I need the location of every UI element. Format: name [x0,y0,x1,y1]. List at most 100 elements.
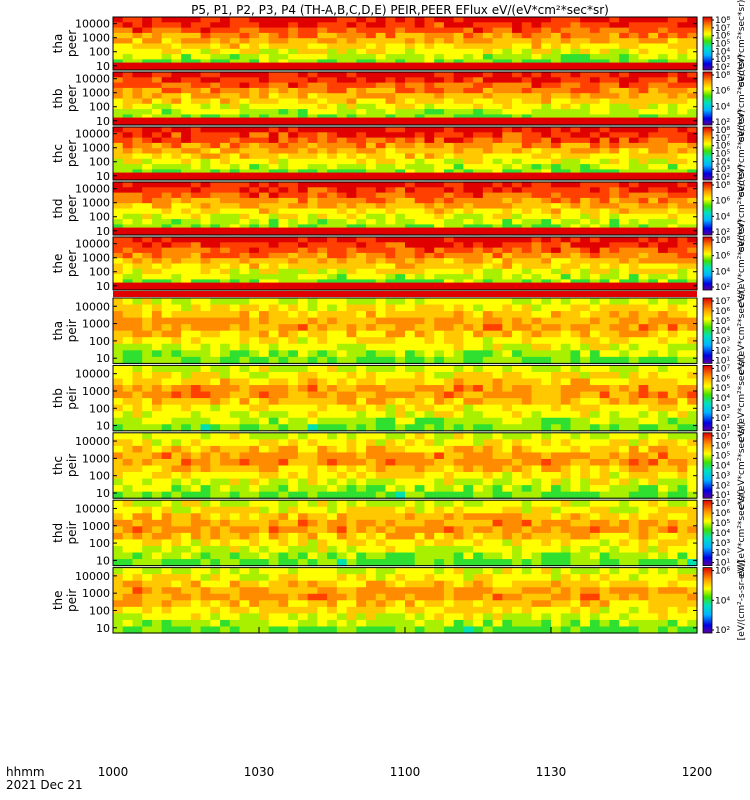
spectrogram-cell [336,132,348,139]
spectrogram-cell [463,32,474,39]
spectrogram-cell [190,148,202,155]
spectrogram-cell [589,263,601,270]
spectrogram-cell [395,203,406,210]
spectrogram-cell [375,378,387,386]
spectrogram-cell [220,274,231,280]
spectrogram-cell [317,252,328,259]
spectrogram-cell [151,72,163,78]
spectrogram-cell [375,398,387,406]
spectrogram-cell [434,32,445,39]
spectrogram-cell [599,337,610,345]
spectrogram-cell [551,237,562,243]
spectrogram-cell [375,93,387,100]
spectrogram-cell [375,17,387,23]
spectrogram-cell [580,247,591,254]
spectrogram-cell [502,148,513,155]
spectrogram-cell [151,247,163,254]
spectrogram-cell [336,337,348,345]
spectrogram-cell [346,356,357,364]
spectrogram-cell [512,132,523,139]
spectrogram-cell [405,197,416,204]
spectrogram-cell [142,59,153,66]
spectrogram-cell [687,356,698,364]
spectrogram-cell [327,465,338,473]
spectrogram-cell [132,203,143,210]
spectrogram-cell [327,17,338,23]
spectrogram-cell [200,304,211,312]
spectrogram-cell [142,378,153,386]
spectrogram-cell [317,103,328,110]
spectrogram-cell [132,274,143,280]
spectrogram-cell [434,182,445,188]
spectrogram-cell [239,77,250,84]
spectrogram-cell [638,268,649,275]
spectrogram-cell [190,268,202,275]
spectrogram-cell [541,311,552,319]
colorbar-tick-label: 10⁴ [715,327,730,337]
spectrogram-cell [443,472,455,480]
spectrogram-cell [482,350,494,358]
spectrogram-cell [151,365,163,373]
spectrogram-cell [658,187,669,194]
spectrogram-cell [249,445,260,454]
spectrogram-cell [619,203,630,210]
spectrogram-cell [200,114,211,121]
spectrogram-cell [336,54,348,60]
spectrogram-cell [599,385,610,393]
spectrogram-cell [190,252,202,259]
spectrogram-cell [551,263,562,270]
spectrogram-cell [619,82,630,89]
spectrogram-cell [531,237,542,243]
spectrogram-cell [521,247,533,254]
spectrogram-cell [122,93,134,100]
spectrogram-cell [570,304,581,312]
spectrogram-cell [531,224,542,231]
spectrogram-cell [200,93,211,100]
spectrogram-cell [268,132,280,139]
spectrogram-cell [366,237,377,243]
spectrogram-cell [570,77,581,84]
spectrogram-cell [278,93,289,100]
spectrogram-cell [142,27,153,34]
spectrogram-cell [375,263,387,270]
spectrogram-cell [113,365,124,373]
spectrogram-cell [346,350,357,358]
spectrogram-cell [405,311,416,319]
spectrogram-cell [200,148,211,155]
spectrogram-cell [220,365,231,373]
spectrogram-cell [171,485,182,493]
spectrogram-cell [473,213,484,220]
spectrogram-cell [142,54,153,60]
spectrogram-cell [161,72,172,78]
spectrogram-cell [220,330,231,338]
spectrogram-cell [463,424,474,432]
spectrogram-cell [512,219,523,225]
spectrogram-cell [249,311,260,319]
spectrogram-cell [161,132,172,139]
spectrogram-cell [687,404,698,412]
spectrogram-cell [599,27,610,34]
spectrogram-cell [658,324,669,332]
spectrogram-cell [385,237,396,243]
spectrogram-cell [385,247,396,254]
spectrogram-cell [288,32,299,39]
spectrogram-cell [609,187,620,194]
spectrogram-cell [589,424,601,432]
spectrogram-cell [648,224,659,231]
spectrogram-cell [599,158,610,165]
spectrogram-cell [492,192,503,199]
spectrogram-cell [521,411,533,419]
spectrogram-cell [142,77,153,84]
spectrogram-cell [171,371,182,380]
spectrogram-cell [541,452,552,460]
spectrogram-cell [609,298,620,306]
spectrogram-cell [687,103,698,110]
spectrogram-cell [609,54,620,60]
spectrogram-cell [161,385,172,393]
spectrogram-cell [482,54,494,60]
spectrogram-cell [512,263,523,270]
spectrogram-cell [375,458,387,467]
spectrogram-cell [541,203,552,210]
spectrogram-cell [638,38,649,45]
